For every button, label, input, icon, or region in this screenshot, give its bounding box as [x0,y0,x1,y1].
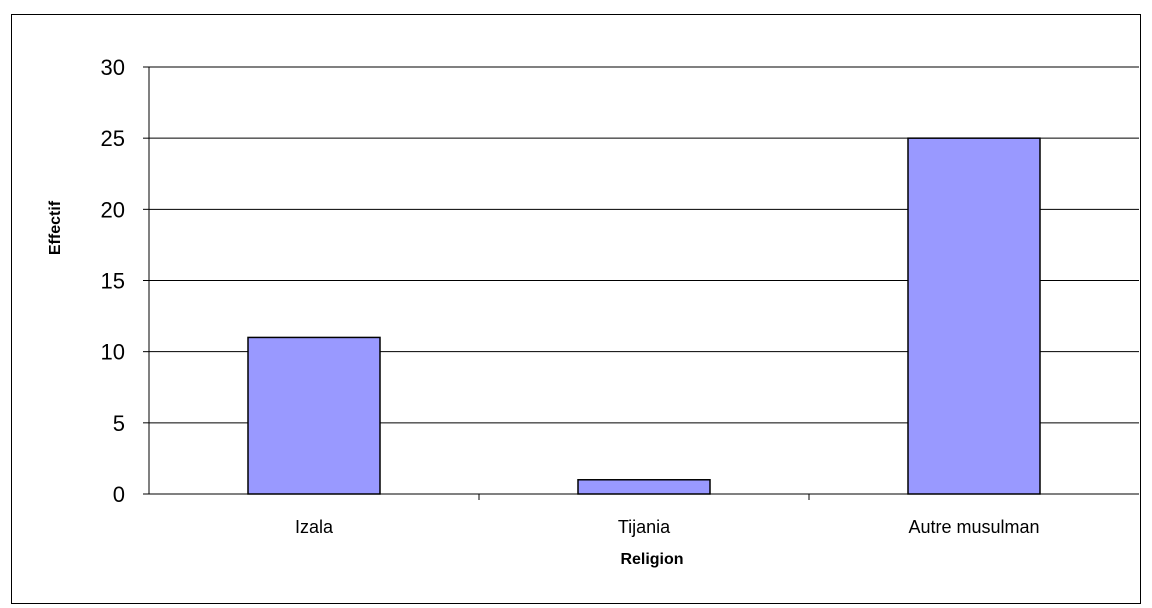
bars [247,137,1041,495]
y-tick-label: 10 [101,340,125,365]
y-tick-label: 5 [113,411,125,436]
y-axis-title: Effectif [47,200,64,255]
x-tick-label: Tijania [618,517,671,537]
bar-autre-musulman [907,137,1041,495]
x-tick-label: Izala [295,517,334,537]
x-tick-label: Autre musulman [908,517,1039,537]
labels: 0 5 10 15 20 25 30 Izala Tijania Autre musulman [101,55,1040,537]
y-tick-label: 15 [101,269,125,294]
y-tick-label: 25 [101,126,125,151]
y-tick-label: 30 [101,55,125,80]
bar-tijania [577,479,711,495]
bar-izala [247,336,381,495]
y-tick-label: 0 [113,482,125,507]
y-tick-label: 20 [101,197,125,222]
axes [143,66,1139,500]
x-axis-title: Religion [620,551,683,568]
